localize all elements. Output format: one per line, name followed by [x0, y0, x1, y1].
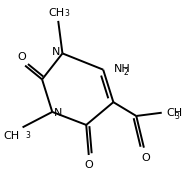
Text: 3: 3: [174, 112, 179, 121]
Text: 3: 3: [64, 9, 69, 18]
Text: CH: CH: [48, 8, 65, 18]
Text: O: O: [17, 52, 26, 62]
Text: N: N: [52, 47, 60, 57]
Text: CH: CH: [167, 108, 183, 118]
Text: CH: CH: [3, 131, 19, 141]
Text: 2: 2: [123, 68, 128, 77]
Text: O: O: [141, 153, 150, 163]
Text: O: O: [84, 160, 93, 170]
Text: 3: 3: [25, 131, 30, 140]
Text: NH: NH: [114, 64, 131, 74]
Text: N: N: [54, 108, 62, 118]
